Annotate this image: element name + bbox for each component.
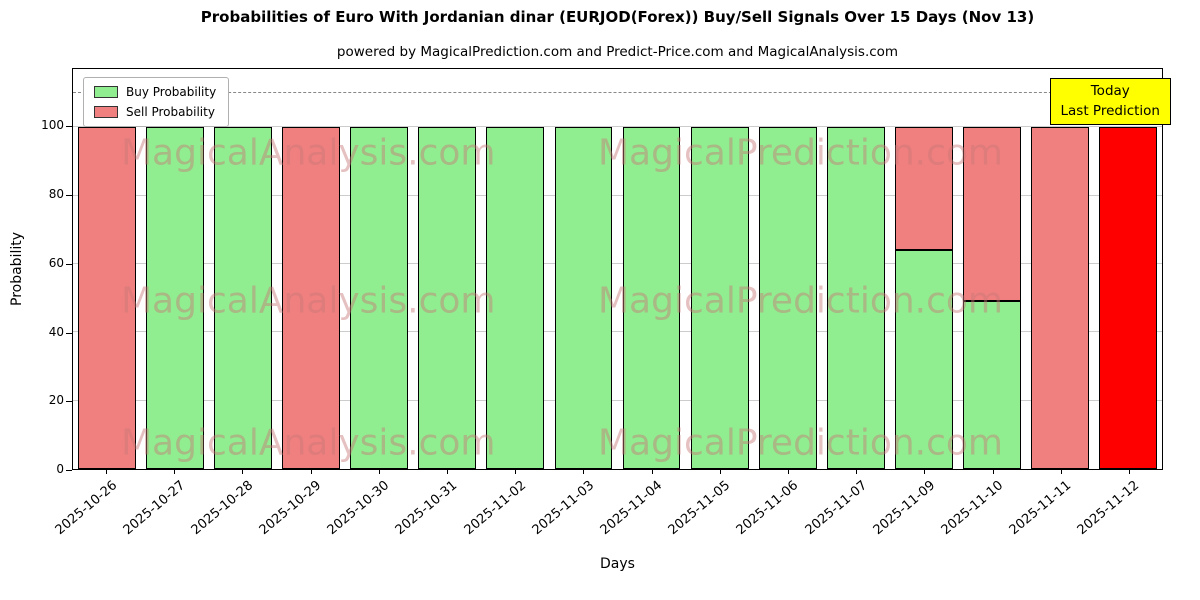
x-tick-mark <box>515 470 517 474</box>
x-axis-label: Days <box>600 556 635 572</box>
plot-area: Buy Probability Sell Probability Today L… <box>72 68 1171 470</box>
buy-bar-segment <box>350 127 409 469</box>
y-tick-label: 60 <box>48 255 64 270</box>
x-tick-label: 2025-11-11 <box>1006 478 1075 539</box>
x-tick-label: 2025-11-07 <box>802 478 870 539</box>
y-tick-label: 0 <box>56 462 64 476</box>
y-tick-mark <box>66 332 72 334</box>
y-tick-label: 20 <box>48 393 64 408</box>
dashed-reference-line <box>73 91 1162 93</box>
x-tick-label: 2025-11-12 <box>1075 478 1143 539</box>
buy-bar-segment <box>894 250 953 469</box>
sell-bar-segment <box>282 127 341 469</box>
x-tick-mark <box>1128 470 1130 474</box>
buy-bar-segment <box>826 127 885 469</box>
y-tick-label: 80 <box>48 187 64 202</box>
x-tick-label: 2025-11-05 <box>665 478 734 539</box>
x-tick-mark <box>310 470 312 474</box>
buy-bar-segment <box>690 127 749 469</box>
sell-bar-segment <box>78 127 136 469</box>
chart-subtitle: powered by MagicalPrediction.com and Pre… <box>336 44 899 60</box>
y-tick-mark <box>66 401 72 403</box>
buy-bar-segment <box>554 127 613 469</box>
today-annotation: Today Last Prediction <box>1049 78 1171 126</box>
x-tick-mark <box>378 470 380 474</box>
legend-item-sell: Sell Probability <box>94 105 216 119</box>
x-tick-label: 2025-10-27 <box>120 478 188 539</box>
x-tick-label: 2025-11-10 <box>938 478 1007 539</box>
x-tick-mark <box>106 470 108 474</box>
buy-bar-segment <box>758 127 817 469</box>
x-tick-mark <box>242 470 244 474</box>
y-tick-mark <box>66 195 72 197</box>
x-tick-label: 2025-11-06 <box>734 478 802 539</box>
legend-sell-label: Sell Probability <box>126 105 215 119</box>
buy-swatch-icon <box>94 86 118 98</box>
x-tick-mark <box>1060 470 1062 474</box>
x-tick-mark <box>447 470 449 474</box>
x-tick-mark <box>856 470 858 474</box>
gridline <box>73 331 1162 333</box>
sell-bar-segment <box>962 127 1021 302</box>
buy-bar-segment <box>962 301 1021 469</box>
x-tick-label: 2025-10-28 <box>188 478 257 539</box>
today-annotation-line1: Today <box>1090 83 1130 99</box>
y-tick-label: 40 <box>48 324 64 339</box>
x-tick-label: 2025-11-04 <box>597 478 666 539</box>
x-tick-mark <box>787 470 789 474</box>
sell-bar-segment <box>894 127 953 251</box>
x-tick-mark <box>174 470 176 474</box>
gridline <box>73 262 1162 264</box>
sell-swatch-icon <box>94 106 118 118</box>
buy-bar-segment <box>486 127 545 469</box>
x-tick-mark <box>719 470 721 474</box>
x-tick-mark <box>651 470 653 474</box>
x-tick-mark <box>992 470 994 474</box>
legend-item-buy: Buy Probability <box>94 85 216 99</box>
x-tick-label: 2025-10-29 <box>256 478 325 539</box>
x-tick-label: 2025-10-31 <box>393 478 461 539</box>
y-axis-label: Probability <box>9 231 25 307</box>
today-annotation-line2: Last Prediction <box>1060 102 1160 119</box>
legend-buy-label: Buy Probability <box>126 85 217 99</box>
chart-title: Probabilities of Euro With Jordanian din… <box>200 8 1035 26</box>
x-tick-label: 2025-10-30 <box>324 478 393 539</box>
y-tick-mark <box>66 470 72 471</box>
sell-bar-segment <box>1030 127 1089 469</box>
buy-bar-segment <box>146 127 204 469</box>
gridline <box>73 126 1162 128</box>
x-tick-label: 2025-11-03 <box>529 478 598 539</box>
buy-bar-segment <box>214 127 273 469</box>
x-tick-label: 2025-10-26 <box>52 478 120 539</box>
gridline <box>73 399 1162 401</box>
x-tick-mark <box>583 470 585 474</box>
y-tick-mark <box>66 126 72 128</box>
gridline <box>73 194 1162 196</box>
x-tick-label: 2025-11-02 <box>461 478 529 539</box>
y-tick-mark <box>66 263 72 265</box>
x-tick-label: 2025-11-09 <box>870 478 938 539</box>
today-bar-segment <box>1099 127 1157 469</box>
legend: Buy Probability Sell Probability <box>83 77 230 127</box>
x-tick-mark <box>924 470 926 474</box>
buy-bar-segment <box>418 127 477 469</box>
buy-bar-segment <box>622 127 681 469</box>
y-tick-label: 100 <box>41 118 64 133</box>
